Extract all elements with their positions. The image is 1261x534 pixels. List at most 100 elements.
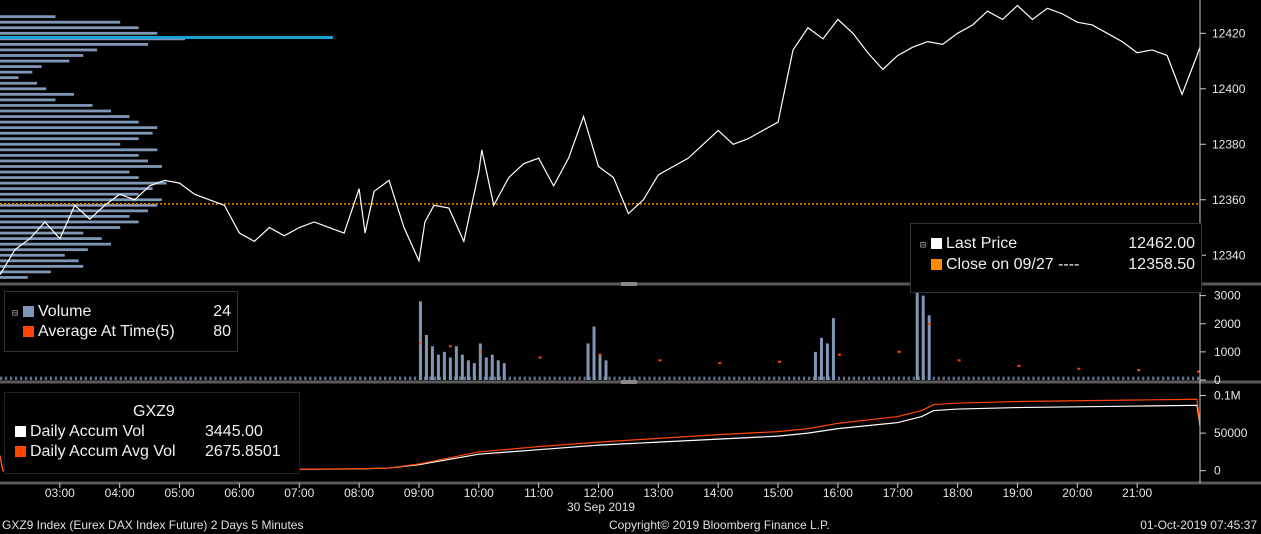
volume-bar-baseline [269, 376, 272, 380]
volume-bar-baseline [374, 376, 377, 380]
volume-bar-baseline [1157, 376, 1160, 380]
volume-swatch [23, 306, 34, 317]
volume-bar-baseline [79, 376, 83, 380]
volume-profile-bar [0, 237, 102, 241]
volume-bar-baseline [1067, 376, 1070, 380]
volume-bar-baseline [738, 376, 741, 380]
volume-bar-baseline [708, 376, 711, 380]
volume-bar-baseline [952, 376, 955, 380]
volume-bars [0, 287, 1200, 380]
volume-profile-bar [0, 131, 153, 135]
volume-bar [478, 343, 482, 380]
volume-bar-baseline [703, 376, 706, 380]
volume-bar-baseline [1062, 376, 1065, 380]
time-tick-label: 10:00 [464, 486, 494, 500]
volume-bar-baseline [413, 376, 417, 380]
volume-bar-baseline [468, 376, 472, 380]
volume-bar-baseline [304, 376, 307, 380]
volume-bar-baseline [164, 376, 167, 380]
volume-bar-baseline [438, 376, 442, 380]
volume-bar-baseline [902, 376, 905, 380]
volume-bar-baseline [359, 376, 362, 380]
volume-bar-baseline [887, 376, 890, 380]
volume-bar-baseline [1142, 376, 1145, 380]
volume-bar-baseline [114, 376, 117, 380]
volume-bar [586, 343, 590, 380]
volume-bar-baseline [907, 376, 910, 380]
volume-tick-label: 1000 [1214, 345, 1241, 359]
volume-bar-baseline [99, 376, 102, 380]
time-tick-label: 11:00 [524, 486, 553, 500]
volume-bar [831, 318, 835, 380]
volume-bar-baseline [463, 376, 467, 380]
volume-bar-baseline [932, 376, 935, 380]
volume-bar-baseline [244, 376, 247, 380]
volume-bar-baseline [239, 376, 242, 380]
volume-bar-baseline [284, 376, 287, 380]
volume-bar-baseline [34, 376, 38, 380]
volume-bar-baseline [643, 376, 646, 380]
volume-profile-bar [0, 253, 65, 257]
average-volume-marker [1137, 369, 1141, 372]
price-tick-label: 12340 [1212, 248, 1246, 262]
average-volume-marker [598, 353, 602, 356]
price-tick-label: 12360 [1212, 193, 1246, 207]
volume-bar-baseline [249, 376, 252, 380]
accum-tick-label: 50000 [1214, 426, 1248, 440]
volume-bar-baseline [139, 376, 142, 380]
accum-avg-swatch [15, 446, 26, 457]
time-tick-label: 06:00 [224, 486, 254, 500]
average-volume-marker [837, 353, 841, 356]
volume-bar-baseline [713, 376, 716, 380]
volume-bar-baseline [768, 376, 771, 380]
volume-bar-baseline [219, 376, 222, 380]
volume-bar-baseline [638, 376, 641, 380]
volume-bar-baseline [89, 376, 92, 380]
volume-bar-baseline [723, 376, 726, 380]
volume-profile-bar [0, 242, 111, 246]
volume-bar-baseline [548, 376, 551, 380]
legend-collapse-icon[interactable]: ⊟ [920, 240, 927, 251]
legend-collapse-icon[interactable]: ⊟ [12, 308, 19, 319]
volume-bar-baseline [369, 376, 372, 380]
average-volume-marker [778, 360, 782, 363]
volume-bar-baseline [9, 376, 13, 380]
volume-profile-bar [0, 137, 139, 141]
volume-bar-baseline [1047, 376, 1050, 380]
volume-bar-baseline [693, 376, 696, 380]
volume-bar-baseline [773, 376, 776, 380]
volume-bar-baseline [827, 376, 831, 380]
volume-bar-baseline [399, 376, 402, 380]
volume-profile-bar [0, 120, 139, 124]
average-volume-marker [448, 345, 452, 348]
volume-bar-baseline [254, 376, 257, 380]
volume-bar-baseline [1052, 376, 1055, 380]
volume-bar [921, 295, 925, 380]
volume-profile-bar [0, 170, 130, 174]
volume-bar-baseline [1012, 376, 1015, 380]
volume-bar-baseline [289, 376, 292, 380]
volume-bar-baseline [109, 376, 112, 380]
volume-bar-baseline [1182, 376, 1185, 380]
legend-value: 12462.00 [1128, 235, 1195, 252]
volume-bar-baseline [299, 376, 302, 380]
volume-bar-baseline [19, 376, 23, 380]
volume-bar-baseline [822, 376, 826, 380]
volume-profile-bar [0, 48, 98, 52]
time-tick-label: 15:00 [763, 486, 793, 500]
volume-bar-baseline [4, 376, 8, 380]
volume-bar-baseline [1137, 376, 1140, 380]
volume-bar-baseline [798, 376, 801, 380]
volume-profile-bar [0, 15, 56, 19]
volume-bar-baseline [573, 376, 576, 380]
average-volume-marker [897, 350, 901, 353]
volume-bar [927, 315, 931, 380]
volume-bar-baseline [668, 376, 671, 380]
price-series [0, 4, 1201, 275]
volume-bar-baseline [972, 376, 975, 380]
volume-bar-baseline [488, 376, 491, 380]
volume-bar-baseline [663, 376, 666, 380]
volume-bar-baseline [523, 376, 526, 380]
legend-value: 2675.8501 [205, 443, 281, 460]
volume-bar-baseline [209, 376, 212, 380]
